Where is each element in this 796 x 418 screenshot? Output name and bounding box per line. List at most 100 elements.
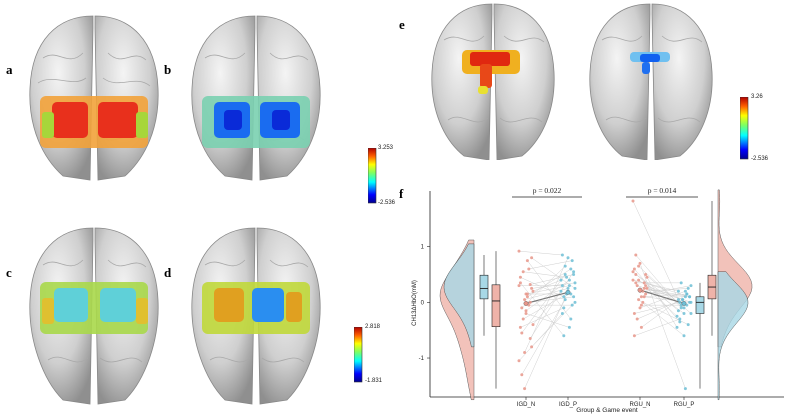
mean-point <box>637 287 643 293</box>
data-point <box>645 275 649 279</box>
data-point <box>570 259 574 263</box>
data-point <box>688 295 692 299</box>
mean-line <box>639 289 685 305</box>
data-point <box>686 286 690 290</box>
data-point <box>566 256 570 260</box>
panel-label-c: c <box>6 265 12 280</box>
paired-line <box>521 274 566 334</box>
brain-map-a <box>29 15 159 181</box>
data-point <box>521 270 525 274</box>
data-point <box>521 317 525 321</box>
data-point <box>531 289 535 293</box>
panel-label-b: b <box>164 62 172 77</box>
data-point <box>676 289 680 293</box>
mean-point <box>681 301 687 306</box>
data-point <box>570 303 574 307</box>
data-point <box>527 267 531 271</box>
data-point <box>644 273 648 277</box>
p-value-label: p = 0.014 <box>648 186 677 195</box>
paired-line <box>530 296 574 303</box>
data-point <box>632 334 636 338</box>
colorbar-ab <box>368 148 377 204</box>
panel-label-f: f <box>399 186 404 201</box>
data-point <box>525 292 529 296</box>
boxplot-rgu-p <box>695 296 705 314</box>
data-point <box>559 289 563 293</box>
data-point <box>683 295 687 299</box>
data-point <box>679 281 683 285</box>
data-point <box>675 314 679 318</box>
mean-point <box>565 289 571 295</box>
data-point <box>517 249 521 253</box>
data-point <box>637 278 641 282</box>
data-point <box>528 300 532 304</box>
brain-map-e-left <box>431 3 555 160</box>
data-point <box>641 300 645 304</box>
paired-line <box>642 288 689 292</box>
brain-map-b <box>191 15 321 181</box>
data-point <box>678 317 682 321</box>
colorbar-ab-max: 3.253 <box>378 145 394 151</box>
colorbar-ab-min: -2.536 <box>378 200 396 206</box>
data-point <box>530 256 534 260</box>
data-point <box>681 298 685 302</box>
data-point <box>573 286 577 290</box>
y-tick-label: 1 <box>421 245 425 251</box>
data-point <box>563 273 567 277</box>
data-point <box>632 267 636 271</box>
paired-line <box>641 293 687 298</box>
data-point <box>528 283 532 287</box>
data-point <box>634 253 638 257</box>
data-point <box>634 273 638 277</box>
data-point <box>560 253 564 257</box>
paired-line <box>639 263 686 389</box>
data-point <box>567 278 571 282</box>
data-point <box>683 289 687 293</box>
x-tick-label: IGD_P <box>559 402 577 408</box>
data-point <box>689 311 693 315</box>
data-point <box>631 278 635 282</box>
density-cloud-rgu-p <box>717 271 749 401</box>
data-point <box>631 199 635 203</box>
data-point <box>573 300 577 304</box>
data-point <box>686 323 690 327</box>
data-point <box>560 311 564 315</box>
data-point <box>634 281 638 285</box>
data-point <box>637 264 641 268</box>
data-point <box>530 286 534 290</box>
mean-point <box>523 301 529 306</box>
data-point <box>520 306 524 310</box>
data-point <box>679 306 683 310</box>
data-point <box>559 278 563 282</box>
density-cloud-igd-p <box>443 243 475 348</box>
paired-line <box>532 291 562 325</box>
data-point <box>685 292 689 296</box>
data-point <box>520 331 524 335</box>
mean-line <box>525 291 569 305</box>
x-tick-label: RGU_N <box>629 402 650 408</box>
x-tick-label: RGU_P <box>674 402 695 408</box>
data-point <box>563 298 567 302</box>
data-point <box>572 295 576 299</box>
data-point <box>573 281 577 285</box>
x-tick-label: IGD_N <box>517 402 535 408</box>
paired-line <box>518 250 563 256</box>
colorbar-e-max: 3.26 <box>751 94 763 100</box>
paired-line <box>524 257 569 353</box>
paired-line <box>632 279 679 292</box>
data-point <box>635 284 639 288</box>
data-point <box>567 325 571 329</box>
data-point <box>678 320 682 324</box>
paired-line <box>634 302 680 314</box>
data-point <box>638 261 642 265</box>
data-point <box>631 270 635 274</box>
data-point <box>525 259 529 263</box>
y-tick-label: -1 <box>419 356 425 362</box>
panel-label-a: a <box>6 62 13 77</box>
paired-line <box>520 282 564 336</box>
paired-line <box>531 257 576 289</box>
paired-line <box>523 293 567 320</box>
x-axis-label: Group & Game event <box>576 407 638 414</box>
data-point <box>517 284 521 288</box>
paired-line <box>638 299 685 336</box>
